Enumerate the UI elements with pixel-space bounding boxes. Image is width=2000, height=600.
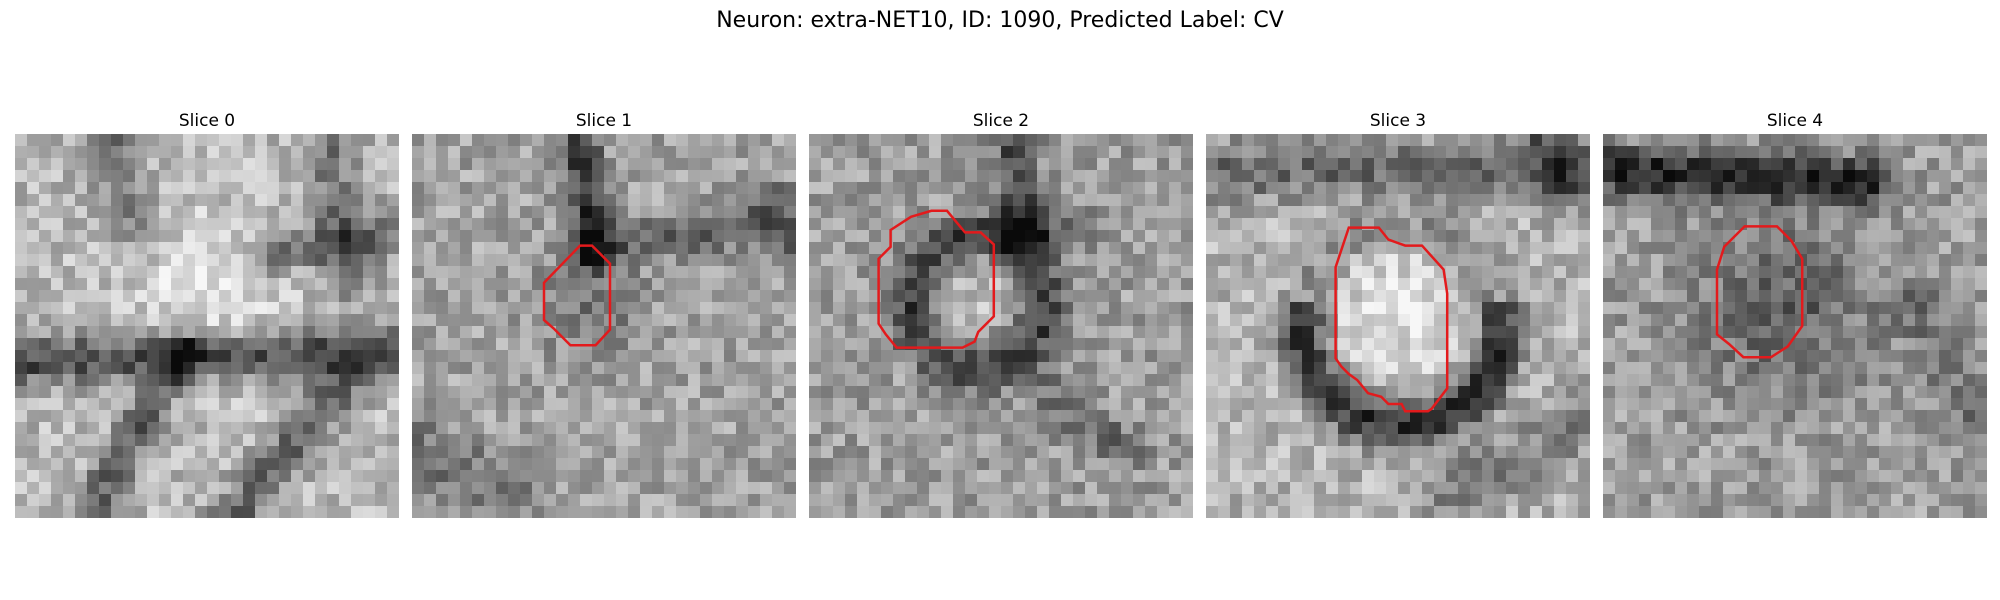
figure-title: Neuron: extra-NET10, ID: 1090, Predicted… <box>716 8 1284 33</box>
slice-title: Slice 1 <box>575 111 633 131</box>
slice-panel-3: Slice 3 <box>1206 108 1590 518</box>
roi-outline <box>877 209 996 349</box>
slice-image <box>1603 134 1987 518</box>
roi-outline <box>542 244 612 347</box>
slice-title: Slice 4 <box>1766 111 1824 131</box>
pixel-grid <box>809 134 1193 518</box>
slice-image <box>15 134 399 518</box>
slice-image <box>1206 134 1590 518</box>
slice-title: Slice 2 <box>972 111 1030 131</box>
roi-outline <box>1334 226 1449 413</box>
slice-panel-4: Slice 4 <box>1603 108 1987 518</box>
slice-title: Slice 0 <box>178 111 236 131</box>
slice-panel-1: Slice 1 <box>412 108 796 518</box>
slice-title: Slice 3 <box>1369 111 1427 131</box>
pixel-grid <box>1206 134 1590 518</box>
pixel-grid <box>412 134 796 518</box>
slice-image <box>809 134 1193 518</box>
roi-outline <box>1715 225 1804 359</box>
slice-image <box>412 134 796 518</box>
slice-panel-0: Slice 0 <box>15 108 399 518</box>
slice-panel-2: Slice 2 <box>809 108 1193 518</box>
pixel-grid <box>1603 134 1987 518</box>
pixel-grid <box>15 134 399 518</box>
